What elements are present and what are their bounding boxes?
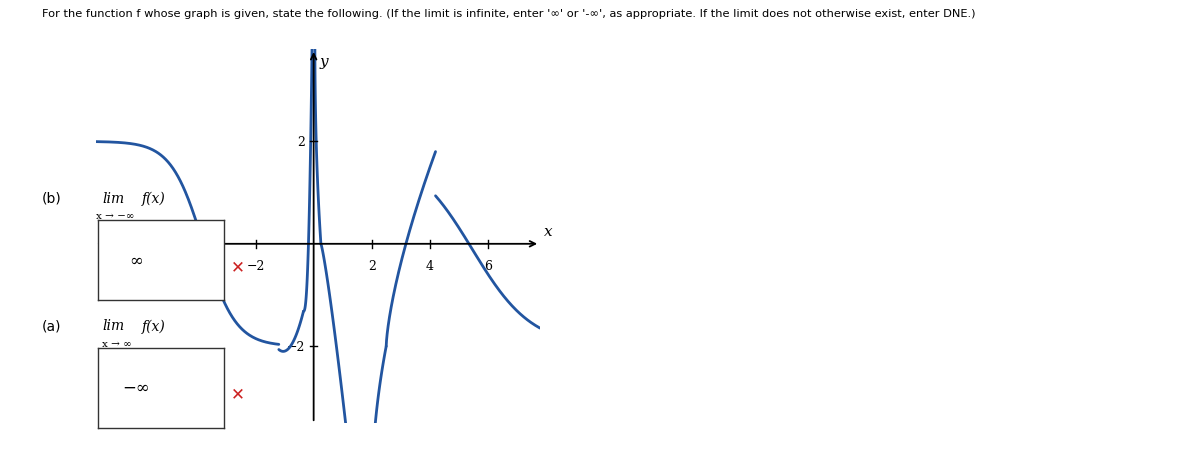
Text: For the function ​f whose graph is given, state the following. (If the limit is : For the function ​f whose graph is given… <box>42 9 976 19</box>
Text: lim: lim <box>102 191 124 205</box>
Text: −∞: −∞ <box>122 379 150 396</box>
Text: x → −∞: x → −∞ <box>96 212 134 221</box>
Text: 4: 4 <box>426 260 433 273</box>
Text: ✕: ✕ <box>230 257 245 275</box>
Text: −4: −4 <box>188 260 206 273</box>
Text: x: x <box>545 224 553 238</box>
Text: f(x): f(x) <box>142 191 166 206</box>
Text: y: y <box>319 55 328 69</box>
Text: 2: 2 <box>298 136 305 148</box>
Text: (a): (a) <box>42 318 61 333</box>
Text: x → ∞: x → ∞ <box>102 339 132 348</box>
Text: 2: 2 <box>367 260 376 273</box>
Text: −2: −2 <box>246 260 265 273</box>
Text: lim: lim <box>102 318 124 333</box>
Text: −6: −6 <box>131 260 149 273</box>
Text: f(x): f(x) <box>142 318 166 333</box>
Text: (b): (b) <box>42 191 61 205</box>
Text: −2: −2 <box>287 340 305 353</box>
Text: ✕: ✕ <box>230 384 245 403</box>
Text: ∞: ∞ <box>130 252 143 269</box>
Text: 6: 6 <box>484 260 492 273</box>
